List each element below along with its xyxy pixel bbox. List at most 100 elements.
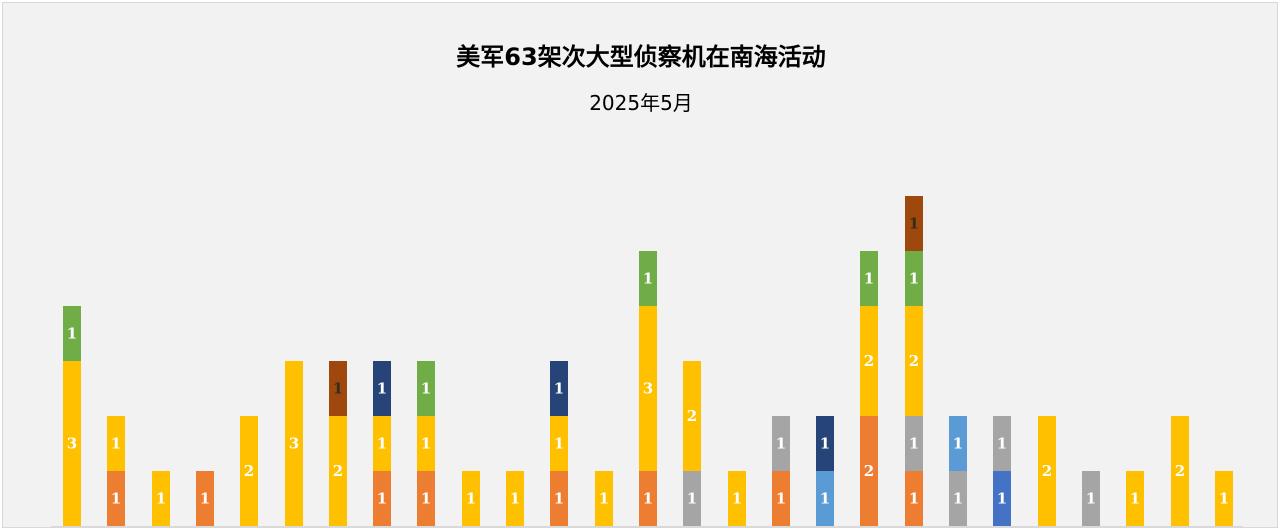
bar-stack-1: 31	[63, 306, 81, 526]
data-label: 1	[421, 435, 431, 453]
bar-segment	[949, 471, 967, 526]
data-label: 1	[953, 435, 963, 453]
bar-stack-24: 1	[1082, 471, 1100, 526]
bar-stack-3: 1	[152, 471, 170, 526]
bar-stack-26: 2	[1171, 416, 1189, 526]
data-label: 1	[776, 490, 786, 508]
bar-segment	[550, 471, 568, 526]
bar-stack-25: 1	[1126, 471, 1144, 526]
bar-stack-27: 1	[1215, 471, 1233, 526]
bar-segment	[905, 196, 923, 251]
data-label: 1	[111, 490, 121, 508]
bar-segment	[905, 471, 923, 526]
bar-segment	[860, 416, 878, 526]
data-label: 2	[244, 462, 254, 480]
data-label: 1	[997, 435, 1007, 453]
data-label: 1	[554, 435, 564, 453]
bar-stack-19: 2 2 1	[860, 251, 878, 526]
data-label: 1	[1086, 490, 1096, 508]
chart-subtitle: 2025年5月	[589, 91, 693, 115]
data-label: 1	[820, 435, 830, 453]
data-label: 1	[643, 270, 653, 288]
bar-segment	[993, 471, 1011, 526]
bar-segment	[772, 471, 790, 526]
data-label: 1	[200, 490, 210, 508]
bar-segment	[1126, 471, 1144, 526]
bar-segment	[373, 416, 391, 471]
data-label: 1	[554, 380, 564, 398]
bar-segment	[152, 471, 170, 526]
data-label: 1	[377, 490, 387, 508]
bar-segment	[550, 361, 568, 416]
bar-stack-14: 1 3 1	[639, 251, 657, 526]
data-label: 1	[510, 490, 520, 508]
data-label: 1	[643, 490, 653, 508]
bar-segment	[196, 471, 214, 526]
bar-segment	[1171, 416, 1189, 526]
bar-segment	[373, 471, 391, 526]
bar-segment	[595, 471, 613, 526]
data-label: 1	[377, 435, 387, 453]
bar-segment	[550, 416, 568, 471]
bar-stack-4: 1	[196, 471, 214, 526]
bar-segment	[993, 416, 1011, 471]
data-label: 3	[67, 435, 77, 453]
bar-segment	[816, 416, 834, 471]
data-label: 1	[687, 490, 697, 508]
chart-title: 美军63架次大型侦察机在南海活动	[456, 43, 826, 71]
data-label: 2	[909, 352, 919, 370]
data-label: 1	[377, 380, 387, 398]
data-label: 2	[687, 407, 697, 425]
bar-segment	[63, 361, 81, 526]
data-label: 3	[643, 380, 653, 398]
bar-segment	[639, 251, 657, 306]
bar-stack-21: 11	[949, 416, 967, 526]
data-label: 1	[864, 270, 874, 288]
bar-segment	[63, 306, 81, 361]
bar-segment	[1038, 416, 1056, 526]
data-label: 2	[1042, 462, 1052, 480]
bar-segment	[107, 416, 125, 471]
bar-segment	[639, 306, 657, 471]
data-label: 3	[289, 435, 299, 453]
bar-stack-18: 11	[816, 416, 834, 526]
bar-stack-6: 3	[285, 361, 303, 526]
data-label: 1	[1219, 490, 1229, 508]
data-label: 1	[820, 490, 830, 508]
data-label: 1	[953, 490, 963, 508]
bar-segment	[107, 471, 125, 526]
bar-stack-7: 21	[329, 361, 347, 526]
bar-segment	[683, 471, 701, 526]
data-label: 1	[333, 380, 343, 398]
data-label: 1	[67, 325, 77, 343]
data-label: 1	[466, 490, 476, 508]
data-label: 1	[909, 270, 919, 288]
data-label: 1	[421, 380, 431, 398]
bar-stack-13: 1	[595, 471, 613, 526]
bar-stack-11: 1	[506, 471, 524, 526]
bar-stack-20: 1 1 2 1 1	[905, 196, 923, 526]
bar-segment	[949, 416, 967, 471]
bar-segment	[285, 361, 303, 526]
bar-segment	[373, 361, 391, 416]
bar-stack-16: 1	[728, 471, 746, 526]
bar-stack-9: 1 1 1	[417, 361, 435, 526]
data-label: 1	[909, 215, 919, 233]
data-label: 1	[776, 435, 786, 453]
data-label: 1	[554, 490, 564, 508]
data-label: 1	[909, 490, 919, 508]
bar-segment	[417, 471, 435, 526]
data-label: 2	[864, 462, 874, 480]
bar-segment	[772, 416, 790, 471]
bar-segment	[728, 471, 746, 526]
bar-segment	[1082, 471, 1100, 526]
bar-stack-2: 11	[107, 416, 125, 526]
bar-segment	[1215, 471, 1233, 526]
bar-segment	[329, 416, 347, 526]
data-label: 1	[156, 490, 166, 508]
data-label: 1	[111, 435, 121, 453]
bar-stack-15: 12	[683, 361, 701, 526]
bar-stack-17: 11	[772, 416, 790, 526]
